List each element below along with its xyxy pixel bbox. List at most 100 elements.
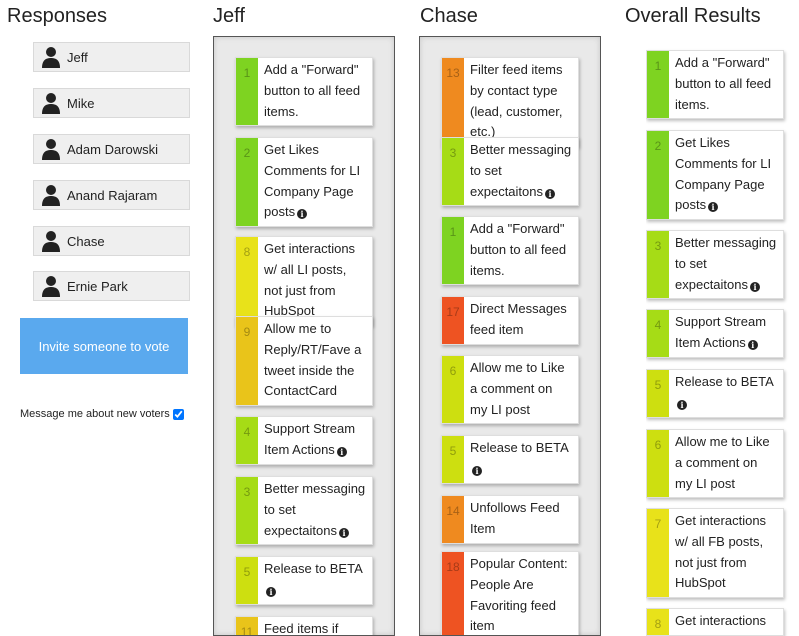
feature-label: Better messaging to set expectaitons xyxy=(264,481,366,538)
rank-number: 9 xyxy=(236,317,258,406)
rank-number: 1 xyxy=(442,217,464,285)
feature-text: Get Likes Comments for LI Company Page p… xyxy=(669,131,783,219)
user-icon xyxy=(42,276,60,297)
feature-card[interactable]: 3 Better messaging to set expectaitons i xyxy=(235,476,373,546)
overall-results-column: 1 Add a "Forward" button to all feed item… xyxy=(646,36,796,636)
feature-label: Release to BETA xyxy=(675,374,774,389)
rank-number: 1 xyxy=(236,58,258,126)
info-icon[interactable]: i xyxy=(677,399,687,410)
rank-number: 5 xyxy=(442,436,464,483)
feature-text: Support Stream Item Actions i xyxy=(258,417,372,464)
rank-number: 11 xyxy=(236,617,258,635)
feature-text: Add a "Forward" button to all feed items… xyxy=(258,58,372,125)
response-name: Anand Rajaram xyxy=(67,187,158,203)
rank-number: 18 xyxy=(442,552,464,635)
rank-number: 5 xyxy=(236,557,258,604)
feature-text: Get interactions w/ all LI posts, not ju… xyxy=(258,237,372,325)
rank-number: 7 xyxy=(647,509,669,598)
feature-card[interactable]: 5 Release to BETA i xyxy=(235,556,373,605)
feature-label: Filter feed items by contact type (lead,… xyxy=(470,62,563,140)
rank-number: 14 xyxy=(442,496,464,543)
chase-panel: 1 3 Filter feed items by contact type (lea… xyxy=(419,36,601,636)
message-voters-checkbox[interactable] xyxy=(172,408,184,420)
feature-card[interactable]: 8 Get interactions w/ all LI posts, not j… xyxy=(235,236,373,327)
response-item-adam-darowski[interactable]: Adam Darowski xyxy=(33,134,190,164)
feature-card[interactable]: 2 Get Likes Comments for LI Company Page … xyxy=(646,130,784,221)
message-voters-label: Message me about new voters xyxy=(20,408,170,420)
feature-card[interactable]: 18 Popular Content: People Are Favoriting… xyxy=(441,551,579,635)
rank-number: 3 xyxy=(236,477,258,545)
feature-card[interactable]: 5 Release to BETA i xyxy=(441,435,579,484)
response-item-mike[interactable]: Mike xyxy=(33,88,190,118)
rank-number: 4 xyxy=(236,417,258,464)
feature-card[interactable]: 6 Allow me to Like a comment on my LI pos… xyxy=(441,355,579,425)
feature-card[interactable]: 11 Feed items if xyxy=(235,616,373,635)
rank-number: 6 xyxy=(647,430,669,498)
info-icon[interactable]: i xyxy=(708,202,719,213)
feature-card[interactable]: 6 Allow me to Like a comment on my LI pos… xyxy=(646,429,784,499)
feature-label: Support Stream Item Actions xyxy=(264,421,356,457)
rank-number: 3 xyxy=(647,231,669,299)
feature-text: Support Stream Item Actions i xyxy=(669,310,783,357)
response-item-ernie-park[interactable]: Ernie Park xyxy=(33,271,190,301)
response-item-jeff[interactable]: Jeff xyxy=(33,42,190,72)
info-icon[interactable]: i xyxy=(472,465,482,476)
response-name: Chase xyxy=(67,233,105,249)
feature-card[interactable]: 7 Get interactions w/ all FB posts, not j… xyxy=(646,508,784,599)
rank-number: 2 xyxy=(236,138,258,227)
response-name: Jeff xyxy=(67,49,88,65)
feature-card[interactable]: 13 Filter feed items by contact type (lea… xyxy=(441,57,579,148)
invite-button[interactable]: Invite someone to vote xyxy=(20,318,188,374)
user-icon xyxy=(42,93,60,114)
response-name: Mike xyxy=(67,95,95,111)
rank-number: 1 xyxy=(647,51,669,119)
chase-column-title: Chase xyxy=(420,5,478,27)
feature-card[interactable]: 4 Support Stream Item Actions i xyxy=(235,416,373,465)
feature-card[interactable]: 17 Direct Messages feed item xyxy=(441,296,579,345)
info-icon[interactable]: i xyxy=(266,586,276,597)
feature-label: Get interactions w/ all FB posts, not ju… xyxy=(675,513,767,591)
feature-label: Get Likes Comments for LI Company Page p… xyxy=(675,135,772,213)
feature-label: Get interactions xyxy=(675,613,767,628)
feature-card[interactable]: 4 Support Stream Item Actions i xyxy=(646,309,784,358)
info-icon[interactable]: i xyxy=(750,281,760,292)
rank-number: 3 xyxy=(442,138,464,206)
user-icon xyxy=(42,185,60,206)
info-icon[interactable]: i xyxy=(545,188,555,199)
feature-text: Filter feed items by contact type (lead,… xyxy=(464,58,578,146)
feature-card[interactable]: 2 Get Likes Comments for LI Company Page … xyxy=(235,137,373,228)
responses-title: Responses xyxy=(7,5,108,27)
response-item-anand-rajaram[interactable]: Anand Rajaram xyxy=(33,180,190,210)
info-icon[interactable]: i xyxy=(297,209,308,220)
feature-card[interactable]: 1 Add a "Forward" button to all feed item… xyxy=(441,216,579,286)
info-icon[interactable]: i xyxy=(336,446,347,457)
response-item-chase[interactable]: Chase xyxy=(33,226,190,256)
feature-card[interactable]: 1 Add a "Forward" button to all feed item… xyxy=(235,57,373,127)
feature-card[interactable]: 8 Get interactions xyxy=(646,608,784,636)
feature-label: Allow me to Like a comment on my LI post xyxy=(675,434,770,491)
user-icon xyxy=(42,231,60,252)
rank-number: 4 xyxy=(647,310,669,357)
feature-card[interactable]: 9 Allow me to Reply/RT/Fave a tweet insid… xyxy=(235,316,373,407)
feature-text: Release to BETA i xyxy=(464,436,578,483)
message-voters-option[interactable]: Message me about new voters xyxy=(20,408,184,420)
feature-card[interactable]: 14 Unfollows Feed Item xyxy=(441,495,579,544)
user-icon xyxy=(42,47,60,68)
feature-label: Popular Content: People Are Favoriting f… xyxy=(470,556,568,634)
feature-text: Release to BETA i xyxy=(669,370,783,417)
feature-label: Allow me to Reply/RT/Fave a tweet inside… xyxy=(264,321,362,399)
info-icon[interactable]: i xyxy=(339,527,349,538)
feature-text: Popular Content: People Are Favoriting f… xyxy=(464,552,578,635)
feature-text: Better messaging to set expectaitons i xyxy=(464,138,578,205)
feature-card[interactable]: 5 Release to BETA i xyxy=(646,369,784,418)
jeff-column-title: Jeff xyxy=(213,5,245,27)
feature-label: Direct Messages feed item xyxy=(470,301,567,337)
feature-card[interactable]: 3 Better messaging to set expectaitons i xyxy=(646,230,784,300)
rank-number: 8 xyxy=(647,609,669,635)
user-icon xyxy=(42,139,60,160)
feature-label: Add a "Forward" button to all feed items… xyxy=(675,55,772,112)
feature-card[interactable]: 3 Better messaging to set expectaitons i xyxy=(441,137,579,207)
info-icon[interactable]: i xyxy=(747,339,758,350)
feature-card[interactable]: 1 Add a "Forward" button to all feed item… xyxy=(646,50,784,120)
feature-text: Better messaging to set expectaitons i xyxy=(258,477,372,544)
